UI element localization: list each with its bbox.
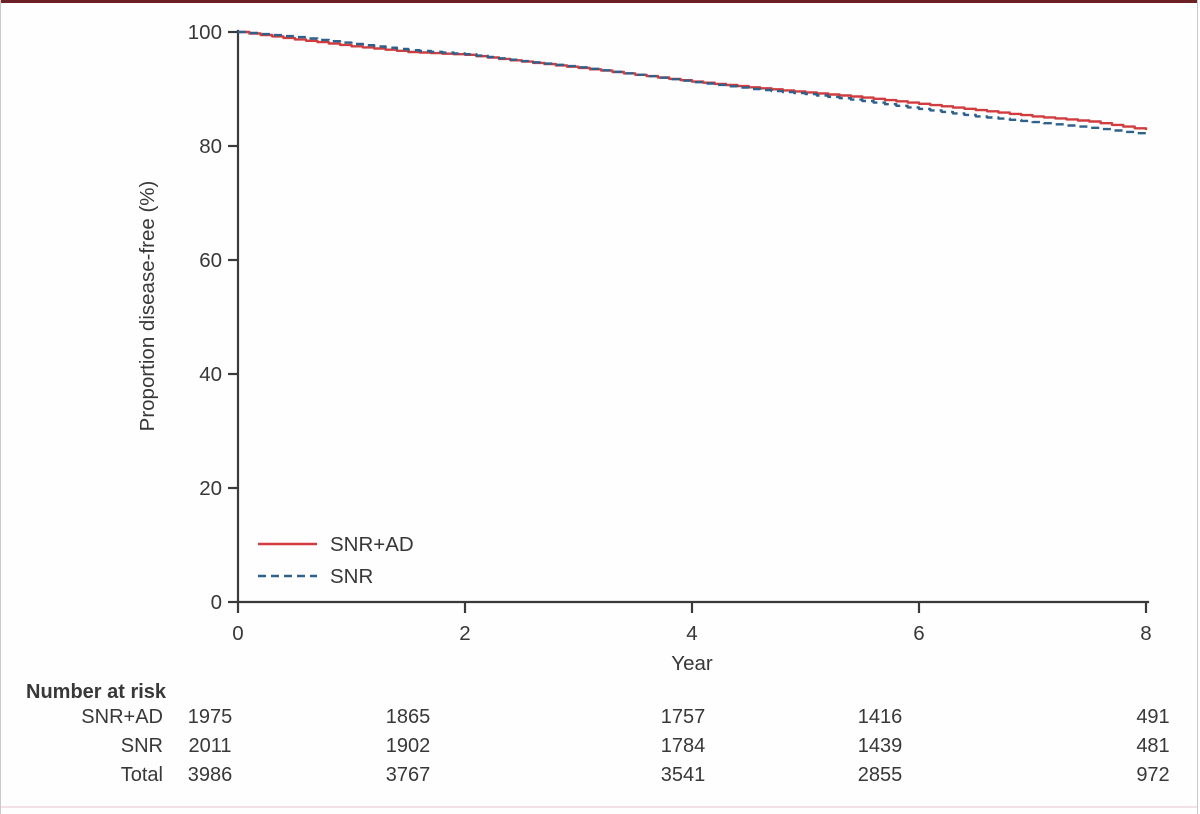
risk-value: 3767 [385,764,431,786]
y-tick-label: 20 [199,477,222,500]
risk-row-label: SNR [120,735,163,757]
risk-value: 1784 [660,735,706,757]
risk-value: 972 [1136,764,1170,786]
y-tick-label: 100 [188,21,222,44]
legend-label: SNR [330,565,373,588]
risk-value: 3541 [660,764,706,786]
risk-value: 1439 [857,735,903,757]
x-tick-label: 4 [686,622,697,645]
risk-value: 3986 [187,764,233,786]
series-line-snr [238,30,1148,135]
y-tick-label: 60 [199,249,222,272]
y-axis-title: Proportion disease-free (%) [136,181,159,432]
y-tick-label: 80 [199,135,222,158]
risk-value: 2855 [857,764,903,786]
x-tick-label: 2 [459,622,470,645]
x-axis-title: Year [671,652,713,675]
risk-value: 1416 [857,706,903,728]
risk-row-label: SNR+AD [81,706,163,728]
survival-chart: 0 20 40 60 80 100 0 2 4 6 8 Year Proportion disease-… [136,21,1152,675]
series-line-snr-ad [238,30,1148,130]
legend-label: SNR+AD [330,533,414,556]
risk-value: 1757 [660,706,706,728]
x-tick-label: 6 [913,622,924,645]
bottom-accent-bar [1,806,1197,808]
risk-value: 1975 [187,706,233,728]
risk-value: 1902 [385,735,431,757]
risk-value: 491 [1136,706,1170,728]
y-tick-label: 0 [211,591,222,614]
x-tick-label: 0 [232,622,243,645]
top-accent-bar [1,0,1197,3]
risk-value: 481 [1136,735,1170,757]
risk-table-title: Number at risk [26,681,167,703]
risk-value: 2011 [188,735,232,757]
y-tick-label: 40 [199,363,222,386]
axes-lines [236,29,1150,604]
risk-value: 1865 [385,706,431,728]
x-tick-label: 8 [1140,622,1151,645]
risk-row-label: Total [120,764,163,786]
